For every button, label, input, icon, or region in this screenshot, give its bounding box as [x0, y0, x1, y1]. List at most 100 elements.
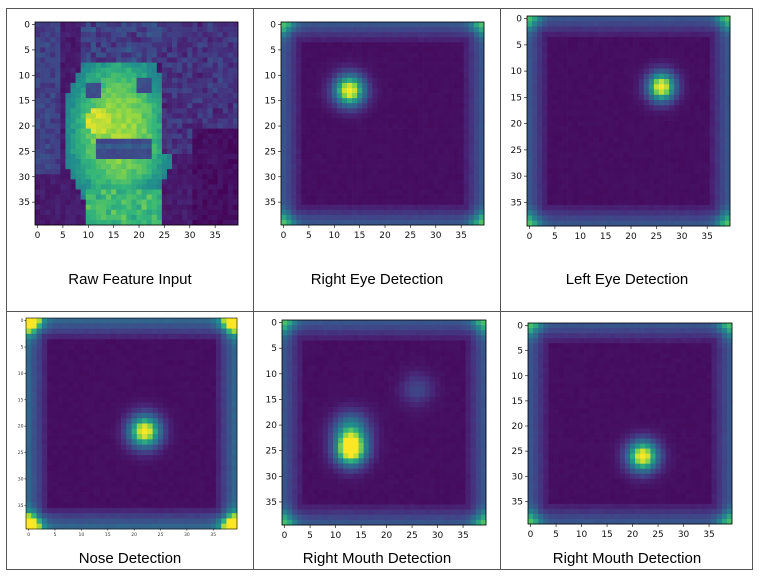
heatmap-cell: [316, 214, 322, 221]
heatmap-cell: [377, 138, 383, 145]
heatmap-cell: [192, 42, 198, 48]
heatmap-cell: [684, 110, 690, 117]
heatmap-cell: [177, 204, 183, 211]
heatmap-cell: [131, 27, 137, 33]
heatmap-cell: [336, 47, 343, 53]
heatmap-cell: [387, 189, 393, 195]
heatmap-cell: [603, 58, 609, 64]
heatmap-cell: [478, 118, 485, 124]
heatmap-cell: [85, 72, 92, 79]
heatmap-cell: [372, 67, 378, 74]
heatmap-cell: [438, 22, 444, 28]
heatmap-cell: [207, 98, 213, 104]
heatmap-cell: [463, 77, 470, 84]
heatmap-cell: [587, 110, 594, 117]
heatmap-cell: [699, 210, 705, 216]
heatmap-cell: [562, 157, 568, 164]
heatmap-cell: [694, 121, 700, 127]
heatmap-cell: [547, 63, 553, 69]
heatmap-cell: [372, 93, 378, 99]
heatmap-cell: [719, 89, 726, 96]
heatmap-cell: [177, 128, 183, 134]
heatmap-cell: [433, 204, 439, 211]
heatmap-cell: [577, 84, 584, 90]
heatmap-cell: [192, 219, 198, 226]
heatmap-cell: [222, 27, 229, 33]
heatmap-cell: [95, 57, 102, 63]
heatmap-cell: [35, 174, 41, 180]
heatmap-cell: [714, 115, 721, 122]
heatmap-cell: [326, 179, 333, 185]
heatmap-cell: [562, 52, 568, 59]
heatmap-cell: [372, 113, 378, 119]
heatmap-cell: [468, 214, 475, 221]
heatmap-cell: [392, 148, 399, 155]
heatmap-cell: [463, 159, 470, 165]
heatmap-cell: [618, 189, 624, 195]
heatmap-cell: [428, 22, 434, 28]
heatmap-cell: [341, 189, 348, 195]
heatmap-cell: [331, 113, 338, 119]
heatmap-cell: [70, 72, 76, 79]
heatmap-cell: [392, 169, 399, 175]
heatmap-cell: [202, 108, 208, 114]
heatmap-cell: [111, 133, 117, 140]
heatmap-cell: [633, 52, 639, 59]
heatmap-cell: [587, 126, 594, 132]
heatmap-cell: [453, 108, 459, 114]
heatmap-cell: [336, 87, 343, 94]
heatmap-cell: [352, 194, 358, 200]
heatmap-cell: [311, 57, 317, 63]
heatmap-cell: [423, 169, 429, 175]
heatmap-cell: [75, 153, 82, 160]
heatmap-cell: [689, 168, 695, 174]
heatmap-cell: [719, 136, 726, 143]
heatmap-cell: [222, 108, 229, 114]
heatmap-cell: [547, 184, 553, 190]
heatmap-cell: [648, 220, 655, 227]
heatmap-cell: [592, 89, 599, 96]
heatmap-cell: [653, 115, 660, 122]
heatmap-cell: [85, 37, 92, 43]
heatmap-cell: [608, 47, 614, 54]
heatmap-cell: [70, 199, 76, 206]
heatmap-cell: [704, 73, 711, 80]
heatmap-cell: [341, 174, 348, 180]
heatmap-cell: [387, 22, 393, 28]
heatmap-cell: [418, 27, 424, 33]
heatmap-cell: [628, 189, 634, 195]
heatmap-cell: [136, 72, 142, 79]
y-tick-label: 10: [19, 71, 31, 81]
heatmap-cell: [572, 168, 579, 174]
heatmap-cell: [357, 164, 363, 170]
heatmap-cell: [80, 133, 87, 140]
heatmap-cell: [111, 57, 117, 63]
heatmap-cell: [141, 199, 147, 206]
heatmap-cell: [291, 77, 297, 84]
heatmap-cell: [217, 199, 224, 206]
heatmap-cell: [217, 204, 224, 211]
heatmap-cell: [423, 179, 429, 185]
heatmap-cell: [311, 82, 317, 89]
heatmap-cell: [562, 194, 568, 201]
heatmap-cell: [357, 77, 363, 84]
heatmap-cell: [438, 199, 444, 206]
heatmap-cell: [222, 133, 229, 140]
heatmap-cell: [116, 214, 122, 221]
heatmap-cell: [402, 174, 409, 180]
heatmap-cell: [557, 42, 563, 48]
heatmap-cell: [608, 136, 614, 143]
heatmap-cell: [658, 58, 665, 64]
heatmap-cell: [719, 157, 726, 164]
heatmap-cell: [362, 67, 368, 74]
heatmap-cell: [316, 27, 322, 33]
heatmap-cell: [463, 143, 470, 150]
heatmap-cell: [60, 184, 66, 190]
heatmap-cell: [582, 210, 589, 216]
heatmap-cell: [90, 184, 97, 190]
heatmap-cell: [542, 79, 548, 85]
heatmap-cell: [582, 105, 589, 111]
heatmap-cell: [217, 219, 224, 226]
heatmap-cell: [146, 123, 153, 129]
heatmap-cell: [709, 37, 716, 43]
